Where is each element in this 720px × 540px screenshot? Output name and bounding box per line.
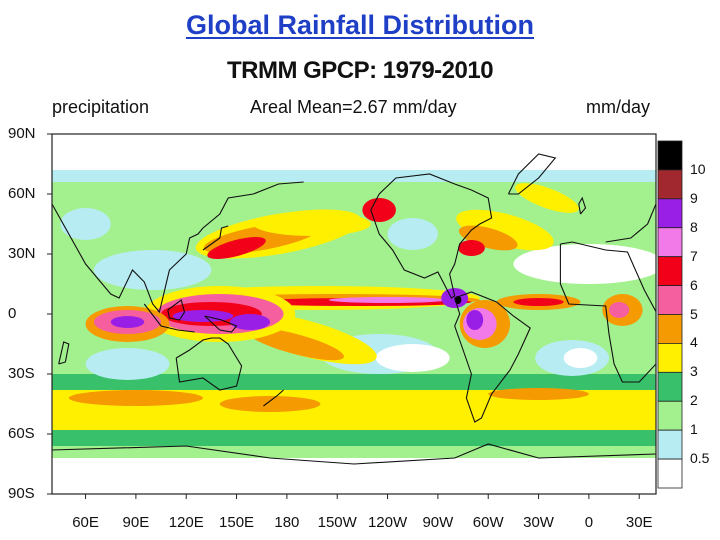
colorbar-label: 4 — [690, 334, 698, 351]
colorbar-label: 1 — [690, 421, 698, 438]
coastline — [175, 337, 243, 391]
lon-label: 90E — [122, 514, 150, 531]
coastline — [52, 443, 656, 465]
lon-label: 60E — [72, 514, 99, 531]
coastline — [263, 389, 284, 407]
lat-label: 60S — [8, 425, 35, 442]
precip-contour — [387, 218, 438, 250]
precip-contour — [441, 288, 469, 308]
coastline — [507, 153, 557, 195]
lat-label: 30S — [8, 365, 35, 382]
precip-contour — [563, 348, 598, 368]
precip-contour — [458, 240, 485, 256]
lon-label: 30W — [523, 514, 554, 531]
variable-label: precipitation — [52, 97, 150, 117]
precip-contour — [110, 316, 145, 328]
coastline — [560, 241, 656, 313]
colorbar — [657, 140, 683, 489]
colorbar-swatch — [657, 227, 683, 258]
coastline — [58, 341, 70, 365]
coastline — [202, 225, 229, 251]
colorbar-label: 3 — [690, 363, 698, 380]
colorbar-swatch — [657, 429, 683, 460]
colorbar-label: 8 — [690, 218, 698, 235]
precipitation-field — [52, 134, 656, 494]
colorbar-swatch — [657, 343, 683, 373]
colorbar-label: 9 — [690, 189, 698, 206]
coastline — [559, 244, 656, 383]
precip-contour — [375, 344, 450, 372]
colorbar-swatch — [657, 256, 683, 286]
coastline — [143, 303, 195, 333]
lon-label: 150W — [317, 514, 357, 531]
colorbar-swatch — [657, 169, 683, 200]
lat-label: 0 — [8, 305, 17, 322]
coastline — [52, 181, 304, 314]
colorbar-swatch — [657, 140, 683, 171]
precip-contour — [68, 390, 203, 406]
precip-contour — [229, 314, 271, 330]
lon-label: 30E — [625, 514, 653, 531]
colorbar-label: 7 — [690, 247, 698, 264]
colorbar-swatch — [657, 371, 683, 402]
precip-contour — [609, 302, 630, 318]
precip-contour — [219, 396, 321, 412]
lon-label: 60W — [472, 514, 504, 531]
precip-contour — [513, 244, 656, 284]
colorbar-swatch — [657, 458, 683, 489]
colorbar-label: 2 — [690, 392, 698, 409]
precip-contour — [253, 212, 371, 236]
precip-band — [52, 430, 656, 446]
coastline — [167, 299, 186, 321]
lon-label: 120W — [367, 514, 408, 531]
lon-label: 150E — [219, 514, 255, 531]
precip-band — [52, 170, 656, 182]
precip-band — [52, 134, 656, 170]
colorbar-swatch — [657, 285, 683, 315]
precip-contour — [93, 250, 212, 290]
areal-mean-label: Areal Mean=2.67 mm/day — [250, 97, 457, 117]
precip-contour — [246, 327, 344, 361]
figure-title: TRMM GPCP: 1979-2010 — [226, 57, 494, 84]
units-label: mm/day — [585, 97, 650, 117]
colorbar-label: 0.5 — [690, 450, 710, 467]
precip-contour — [253, 250, 422, 290]
precip-contour — [458, 225, 518, 251]
coastline — [578, 196, 587, 215]
precip-contour — [488, 388, 589, 400]
precip-contour — [515, 183, 579, 213]
lat-label: 90S — [8, 485, 35, 502]
precip-contour — [362, 198, 396, 222]
lon-label: 90W — [422, 514, 454, 531]
colorbar-label: 10 — [690, 160, 706, 177]
precip-contour — [456, 209, 554, 251]
lat-label: 30N — [8, 245, 36, 262]
precip-contour — [513, 298, 564, 306]
colorbar-label: 6 — [690, 276, 698, 293]
slide-title: Global Rainfall Distribution — [185, 10, 534, 40]
coastline — [204, 315, 238, 333]
precip-contour — [207, 237, 266, 259]
lon-label: 120E — [168, 514, 204, 531]
lat-label: 90N — [8, 125, 36, 142]
precip-contour — [466, 310, 484, 330]
precip-band — [52, 458, 656, 494]
precip-contour — [85, 348, 170, 380]
lon-label: 0 — [584, 514, 594, 531]
lat-label: 60N — [8, 185, 36, 202]
coastline — [605, 203, 656, 243]
colorbar-label: 5 — [690, 305, 698, 322]
coastline — [454, 291, 531, 423]
precip-contour — [328, 297, 447, 303]
colorbar-swatch — [657, 198, 683, 229]
coastline — [370, 173, 493, 299]
colorbar-swatch — [657, 314, 683, 344]
lon-label: 180 — [274, 514, 300, 531]
colorbar-swatch — [657, 400, 683, 431]
precip-contour — [60, 208, 111, 240]
